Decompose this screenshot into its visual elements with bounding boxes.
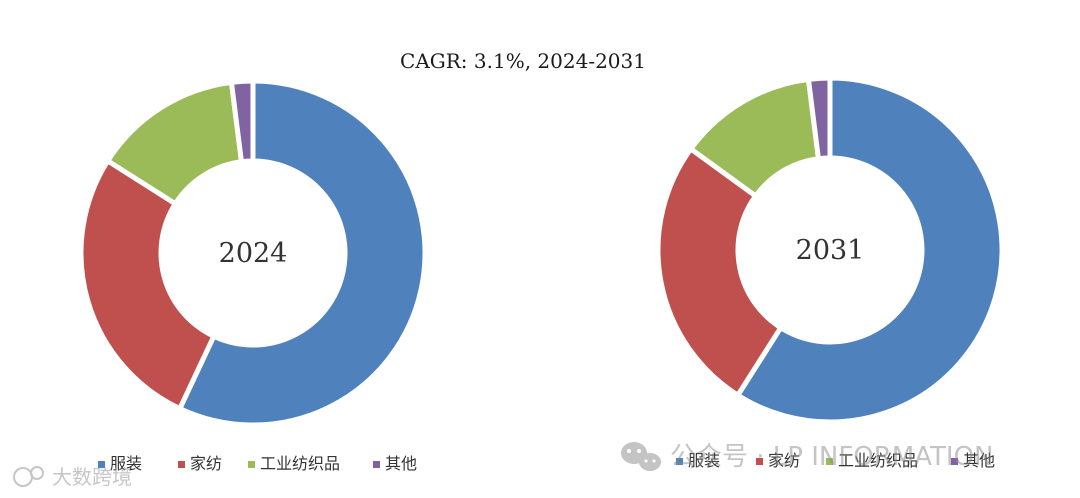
legend-item-2: 家纺	[178, 454, 222, 473]
legend-item-1: 服装	[676, 451, 720, 470]
center-label-2031: 2031	[796, 235, 865, 266]
watermark-left-text: 大数跨境	[52, 465, 132, 489]
watermark-left: 大数跨境	[13, 465, 132, 489]
legend-label: 工业纺织品	[838, 451, 918, 470]
watermark-logo-icon	[13, 466, 44, 487]
watermark-right: 公众号 · LP INFORMATION	[621, 442, 994, 472]
slice-2031-4	[805, 75, 833, 162]
legend-item-3: 工业纺织品	[248, 454, 340, 473]
legend-label: 服装	[688, 451, 720, 470]
legend-label: 其他	[963, 451, 995, 470]
legend-swatch	[826, 458, 833, 465]
legend-item-2: 家纺	[756, 451, 800, 470]
legend-label: 服装	[110, 454, 142, 473]
legend-item-4: 其他	[951, 451, 995, 470]
slice-2024-1	[176, 78, 428, 428]
center-label-2024: 2024	[219, 238, 288, 269]
watermark-right-text: 公众号 · LP INFORMATION	[670, 442, 994, 472]
legend-label: 工业纺织品	[260, 454, 340, 473]
legend-item-1: 服装	[98, 454, 142, 473]
legend-swatch	[248, 461, 255, 468]
legend-swatch	[373, 461, 380, 468]
legend-item-4: 其他	[373, 454, 417, 473]
slice-2024-4	[228, 78, 256, 165]
chart-title: CAGR: 3.1%, 2024-2031	[400, 49, 646, 73]
slice-2024-2	[78, 157, 218, 412]
legend-label: 其他	[385, 454, 417, 473]
slice-2031-2	[655, 145, 785, 399]
legend-2031: 服装 家纺 工业纺织品 其他	[676, 451, 995, 470]
legend-swatch	[676, 458, 683, 465]
legend-swatch	[178, 461, 185, 468]
legend-swatch	[756, 458, 763, 465]
legend-label: 家纺	[768, 451, 800, 470]
legend-swatch	[951, 458, 958, 465]
legend-item-3: 工业纺织品	[826, 451, 918, 470]
donut-chart-2031: 2031	[655, 75, 1005, 425]
slice-2031-1	[734, 75, 1005, 425]
wechat-icon	[621, 442, 661, 471]
donut-chart-2024: 2024	[78, 78, 428, 428]
legend-2024: 服装 家纺 工业纺织品 其他	[98, 454, 417, 473]
legend-swatch	[98, 461, 105, 468]
legend-label: 家纺	[190, 454, 222, 473]
